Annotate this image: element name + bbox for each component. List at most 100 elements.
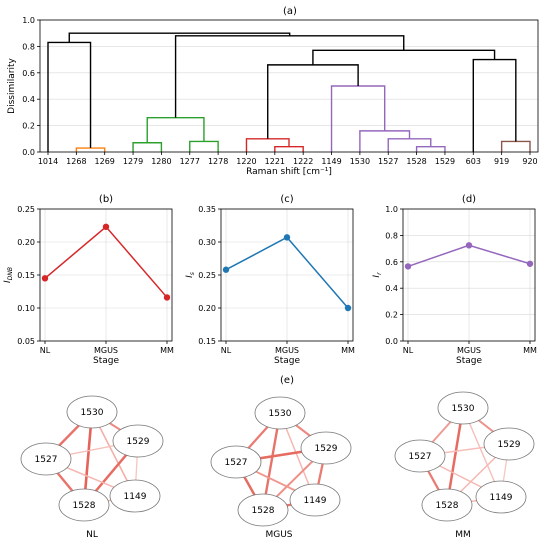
dendrogram-link bbox=[189, 140, 219, 152]
network-node-label: 1528 bbox=[252, 506, 275, 516]
dendrogram-link bbox=[312, 49, 496, 65]
y-tick-label: 0.15 bbox=[17, 271, 35, 280]
dendrogram-y-tick-label: 0.4 bbox=[22, 95, 35, 104]
network-node bbox=[289, 483, 341, 517]
network-node-label: 1527 bbox=[225, 458, 248, 468]
dendrogram-link bbox=[47, 41, 92, 152]
dendrogram-panel: (a) 0.0 0.2 0.4 0.6 0.8 1.0 1014 1268 1269 1279 1… bbox=[7, 6, 539, 177]
panel-d-y-axis-label: Ir bbox=[372, 272, 383, 278]
panel-b-y-axis-label: IDNB bbox=[3, 267, 14, 283]
network-node-label: 1527 bbox=[35, 455, 58, 465]
dendrogram-link bbox=[68, 32, 291, 43]
y-tick-label: 0.2 bbox=[385, 311, 398, 320]
dendrogram-leaf-label: 1529 bbox=[435, 157, 455, 166]
network-node bbox=[20, 442, 72, 476]
y-tick-label: 0.8 bbox=[385, 231, 398, 240]
x-tick-label: MM bbox=[523, 346, 537, 355]
dendrogram-link bbox=[359, 130, 411, 152]
data-point bbox=[222, 266, 230, 273]
dendrogram-link bbox=[174, 35, 405, 118]
panel-e-label: (e) bbox=[280, 375, 294, 386]
network-stage-label: NL bbox=[86, 530, 98, 540]
dendrogram-link bbox=[245, 138, 290, 152]
y-tick-label: 0.25 bbox=[198, 271, 216, 280]
dendrogram-link bbox=[472, 58, 517, 152]
dendrogram-leaf-label: 920 bbox=[522, 157, 537, 166]
network-node-label: 1528 bbox=[436, 501, 459, 511]
dendrogram-leaf-label: 1280 bbox=[151, 157, 171, 166]
panel-c-y-axis-label: Is bbox=[185, 272, 196, 278]
network-node-label: 1530 bbox=[452, 404, 475, 414]
dendrogram-axes-frame bbox=[39, 19, 539, 153]
data-point bbox=[344, 304, 352, 312]
dendrogram-x-axis-label: Raman shift [cm⁻¹] bbox=[246, 167, 332, 177]
dendrogram-link bbox=[267, 64, 359, 139]
dendrogram-link bbox=[500, 140, 531, 152]
x-tick-label: MGUS bbox=[275, 346, 299, 355]
y-tick-label: 0.35 bbox=[198, 205, 216, 214]
y-tick-label: 1.0 bbox=[385, 205, 398, 214]
line-panel-b: (b) 0.05 0.10 0.15 0.20 0.25 NL MGUS MM Stage I… bbox=[3, 194, 174, 366]
dendrogram-leaf-label: 1277 bbox=[180, 157, 200, 166]
data-point bbox=[283, 234, 291, 241]
dendrogram-leaf-label: 1014 bbox=[38, 157, 58, 166]
dendrogram-leaf-label: 1279 bbox=[123, 157, 143, 166]
dendrogram-leaf-label: 919 bbox=[494, 157, 509, 166]
x-tick-label: MGUS bbox=[94, 346, 118, 355]
dendrogram-link bbox=[387, 138, 432, 152]
network-node-label: 1149 bbox=[124, 492, 147, 502]
network-node bbox=[58, 488, 110, 522]
network-node-label: 1149 bbox=[304, 496, 327, 506]
dendrogram-leaf-label: 1528 bbox=[406, 157, 426, 166]
dendrogram-leaf-label: 1220 bbox=[236, 157, 256, 166]
network-node bbox=[109, 479, 161, 513]
line-panel-c: (c) 0.15 0.20 0.25 0.30 0.35 NL MGUS MM Stage I… bbox=[185, 194, 355, 366]
panel-c-x-axis-label: Stage bbox=[274, 356, 300, 366]
dendrogram-leaf-label: 603 bbox=[466, 157, 481, 166]
network-node bbox=[483, 427, 535, 461]
network-graph-nl: 1530 1529 1527 1528 1149 NL bbox=[20, 395, 164, 540]
network-node bbox=[421, 488, 473, 522]
x-tick-label: MGUS bbox=[457, 346, 481, 355]
data-point bbox=[102, 223, 110, 231]
data-point bbox=[404, 263, 412, 270]
network-stage-label: MM bbox=[455, 530, 471, 540]
dendrogram-link bbox=[132, 142, 163, 152]
data-point bbox=[41, 275, 49, 282]
dendrogram-y-tick-label: 0.0 bbox=[22, 148, 35, 157]
dendrogram-leaf-label: 1527 bbox=[378, 157, 398, 166]
network-node-label: 1528 bbox=[73, 501, 96, 511]
y-tick-label: 0.10 bbox=[17, 304, 35, 313]
panel-b-label: (b) bbox=[99, 194, 113, 205]
panel-c-label: (c) bbox=[280, 194, 293, 205]
dendrogram-y-tick-label: 0.6 bbox=[22, 69, 35, 78]
data-point bbox=[465, 242, 473, 249]
network-node bbox=[254, 396, 306, 430]
network-node bbox=[112, 424, 164, 458]
network-node-label: 1529 bbox=[315, 444, 338, 454]
y-tick-label: 0.20 bbox=[17, 238, 35, 247]
dendrogram-link bbox=[146, 116, 205, 143]
y-tick-label: 0.20 bbox=[198, 304, 216, 313]
x-tick-label: NL bbox=[403, 346, 414, 355]
dendrogram-link bbox=[415, 146, 446, 152]
y-tick-label: 0.15 bbox=[198, 337, 216, 346]
network-node-label: 1529 bbox=[498, 440, 521, 450]
dendrogram-leaf-label: 1268 bbox=[66, 157, 86, 166]
network-node-label: 1529 bbox=[127, 437, 150, 447]
x-tick-label: MM bbox=[341, 346, 355, 355]
network-node-label: 1527 bbox=[409, 452, 432, 462]
panel-d-x-axis-label: Stage bbox=[456, 356, 482, 366]
dendrogram-leaf-label: 1278 bbox=[208, 157, 228, 166]
x-tick-label: NL bbox=[40, 346, 51, 355]
y-tick-label: 0.0 bbox=[385, 337, 398, 346]
y-tick-label: 0.25 bbox=[17, 205, 35, 214]
data-point bbox=[526, 260, 534, 267]
panel-b-x-axis-label: Stage bbox=[93, 356, 119, 366]
network-panel: (e) 1530 1529 1527 1528 1149 NL 1530 1529 1527 15… bbox=[20, 375, 535, 540]
panel-d-label: (d) bbox=[462, 194, 476, 205]
line-panel-d: (d) 0.0 0.2 0.4 0.6 0.8 1.0 NL MGUS MM Stage Ir bbox=[372, 194, 537, 366]
network-node-label: 1530 bbox=[269, 409, 292, 419]
y-tick-label: 0.4 bbox=[385, 284, 398, 293]
network-graph-mm: 1530 1529 1527 1528 1149 MM bbox=[394, 391, 535, 540]
